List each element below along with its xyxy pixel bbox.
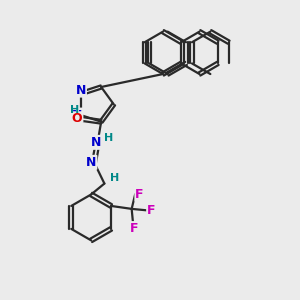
Text: H: H <box>110 173 119 183</box>
Text: N: N <box>76 84 86 97</box>
Text: F: F <box>130 222 139 235</box>
Text: N: N <box>91 136 101 149</box>
Text: N: N <box>72 109 83 122</box>
Text: H: H <box>70 105 79 115</box>
Text: F: F <box>135 188 144 201</box>
Text: F: F <box>147 204 156 217</box>
Text: O: O <box>71 112 82 125</box>
Text: H: H <box>104 133 113 143</box>
Text: N: N <box>86 156 96 169</box>
